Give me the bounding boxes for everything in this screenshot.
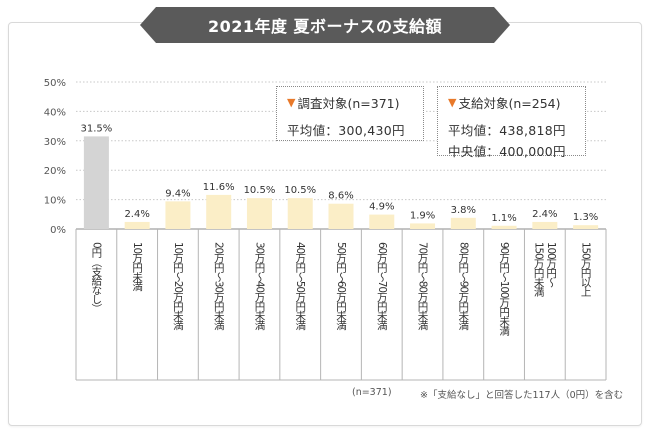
legend-paid-mean: 平均値：438,818円 — [448, 123, 566, 138]
category-label: 60万円〜70万円未満 — [376, 242, 388, 331]
bar — [410, 223, 436, 229]
bar — [165, 201, 191, 229]
data-label: 10.5% — [284, 185, 316, 196]
legend-survey: ▼ 調査対象(n=371) 平均値：300,430円 — [276, 86, 424, 141]
data-label: 2.4% — [124, 209, 149, 220]
bar — [287, 198, 313, 229]
triangle-down-icon: ▼ — [448, 96, 457, 109]
data-label: 2.4% — [532, 209, 557, 220]
legend-paid: ▼ 支給対象(n=254) 平均値：438,818円 中央値：400,000円 — [437, 86, 586, 159]
value-labels: 31.5% 2.4% 9.4% 11.6% 10.5% 10.5% 8.6% 4.9% 1.9%… — [80, 123, 598, 223]
category-label: 150万円以上 — [580, 242, 592, 297]
chart-title: 2021年度 夏ボーナスの支給額 — [140, 7, 510, 43]
category-label: 0円（支給なし） — [90, 242, 102, 313]
y-tick-label: 10% — [44, 196, 66, 207]
bar — [328, 203, 354, 229]
legend-paid-median: 中央値：400,000円 — [448, 144, 566, 159]
bar — [450, 217, 476, 229]
bar — [532, 221, 558, 229]
data-label: 11.6% — [203, 182, 235, 193]
y-tick-label: 30% — [44, 137, 66, 148]
data-label: 8.6% — [328, 191, 353, 202]
category-label: 10万円未満 — [131, 242, 143, 292]
y-tick-label: 50% — [44, 78, 66, 89]
sample-size-note: (n=371) — [352, 387, 392, 398]
bar — [491, 225, 517, 229]
category-label: 80万円〜90万円未満 — [457, 242, 469, 331]
category-label: 90万円〜100万円未満 — [498, 242, 510, 336]
legend-survey-head: 調査対象(n=371) — [297, 96, 400, 111]
data-label: 9.4% — [165, 188, 190, 199]
triangle-down-icon: ▼ — [287, 96, 296, 109]
bars — [83, 136, 599, 229]
data-label: 1.3% — [573, 212, 598, 223]
data-label: 10.5% — [244, 185, 276, 196]
legend-paid-head: 支給対象(n=254) — [458, 96, 561, 111]
category-label: 20万円〜30万円未満 — [213, 242, 225, 331]
y-tick-label: 0% — [50, 225, 66, 236]
data-label: 1.1% — [491, 213, 516, 224]
bar — [206, 194, 232, 229]
y-tick-label: 40% — [44, 107, 66, 118]
bar — [83, 136, 109, 229]
bar — [369, 214, 395, 229]
bar — [573, 225, 599, 229]
category-label: 150万円未満 — [533, 242, 545, 298]
bar — [246, 198, 272, 229]
data-label: 4.9% — [369, 202, 394, 213]
category-labels: 0円（支給なし） 10万円未満 10万円〜20万円未満 20万円〜30万円未満 30万円… — [90, 242, 591, 336]
category-label: 70万円〜80万円未満 — [417, 242, 429, 331]
legend-survey-mean: 平均値：300,430円 — [287, 123, 405, 138]
category-label: 100万円〜 — [545, 242, 557, 287]
data-label: 1.9% — [410, 210, 435, 221]
category-label: 30万円〜40万円未満 — [253, 242, 265, 331]
data-label: 3.8% — [451, 205, 476, 216]
category-label: 40万円〜50万円未満 — [294, 242, 306, 331]
category-label: 10万円〜20万円未満 — [172, 242, 184, 331]
category-label: 50万円〜60万円未満 — [335, 242, 347, 331]
footnote: ※「支給なし」と回答した117人（0円）を含む — [420, 390, 624, 401]
y-axis-ticks: 0% 10% 20% 30% 40% 50% — [44, 78, 66, 236]
data-label: 31.5% — [80, 123, 112, 134]
y-tick-label: 20% — [44, 166, 66, 177]
bar — [124, 221, 150, 229]
